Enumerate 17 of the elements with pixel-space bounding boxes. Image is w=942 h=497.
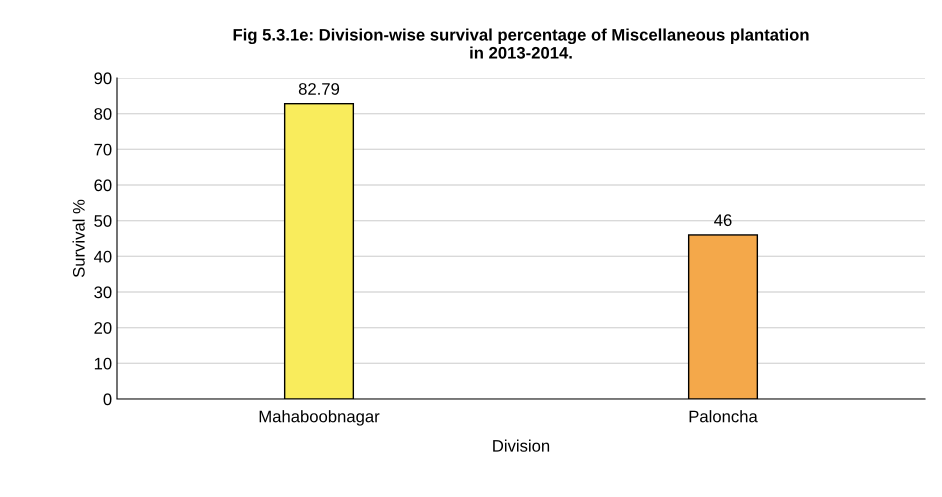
data-label: 82.79 bbox=[298, 83, 340, 95]
y-tick-label: 80 bbox=[94, 108, 112, 120]
data-label: 46 bbox=[714, 214, 732, 226]
y-tick-label: 70 bbox=[94, 144, 112, 156]
y-tick-label: 60 bbox=[94, 179, 112, 192]
y-tick-label: 0 bbox=[104, 393, 112, 406]
y-axis-title: Survival % bbox=[72, 200, 85, 278]
y-tick-label: 10 bbox=[94, 358, 112, 370]
x-tick-label: Mahaboobnagar bbox=[260, 410, 380, 426]
x-tick-label: Paloncha bbox=[690, 410, 758, 422]
x-axis-title: Division bbox=[493, 440, 550, 452]
y-tick-label: 40 bbox=[94, 250, 112, 263]
y-tick-label: 30 bbox=[94, 286, 112, 298]
chart-title: Fig 5.3.1e: Division-wise survival percentage of Miscellaneous plantation in 2013-2014. bbox=[234, 28, 808, 59]
y-tick-label: 20 bbox=[94, 322, 112, 334]
y-tick-label: 90 bbox=[94, 72, 112, 84]
y-tick-label: 50 bbox=[94, 215, 112, 227]
